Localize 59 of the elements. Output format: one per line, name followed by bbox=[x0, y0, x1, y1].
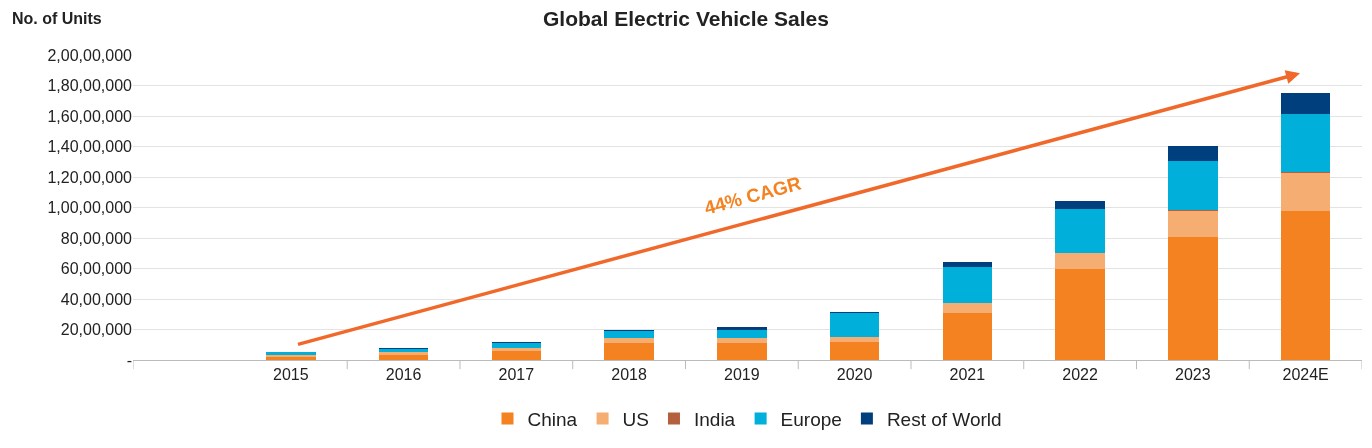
bar bbox=[491, 343, 542, 349]
bar bbox=[717, 343, 767, 360]
annotation: 44% CAGR bbox=[702, 172, 804, 219]
bar bbox=[829, 342, 880, 360]
x-tick-label: 2015 bbox=[273, 366, 309, 384]
bar bbox=[604, 330, 654, 338]
legend-label: China bbox=[527, 408, 578, 430]
y-tick-label: 40,00,000 bbox=[60, 290, 133, 308]
legend-label: US bbox=[622, 408, 649, 430]
bar bbox=[1055, 253, 1105, 269]
legend-label: Europe bbox=[780, 408, 842, 430]
bar bbox=[717, 326, 767, 331]
y-tick-label: 60,00,000 bbox=[60, 260, 133, 278]
bar bbox=[942, 302, 993, 314]
bar bbox=[604, 342, 654, 360]
y-tick-label: - bbox=[126, 351, 132, 369]
x-tick-label: 2019 bbox=[724, 366, 760, 384]
x-tick-label: 2023 bbox=[1175, 366, 1211, 384]
x-tick-label: 2024E bbox=[1282, 366, 1329, 384]
legend-label: India bbox=[693, 408, 736, 430]
y-tick-label: 1,40,00,000 bbox=[47, 138, 133, 156]
y-tick-label: 2,00,00,000 bbox=[47, 46, 133, 64]
bar bbox=[1055, 200, 1105, 210]
bar bbox=[829, 337, 880, 343]
y-tick-label: 20,00,000 bbox=[60, 321, 133, 339]
x-tick-label: 2020 bbox=[836, 366, 873, 384]
chart-title: Global Electric Vehicle Sales bbox=[543, 6, 829, 30]
bar bbox=[717, 338, 767, 344]
bar bbox=[1055, 268, 1105, 360]
y-axis-title: No. of Units bbox=[12, 10, 102, 27]
x-tick-label: 2021 bbox=[949, 366, 986, 384]
x-tick-label: 2022 bbox=[1062, 366, 1099, 384]
bar bbox=[1280, 211, 1331, 360]
bar bbox=[942, 266, 993, 303]
bar bbox=[1168, 210, 1218, 237]
bar bbox=[1055, 209, 1105, 253]
bar bbox=[1280, 173, 1331, 212]
bar bbox=[1168, 160, 1218, 211]
legend-label: Rest of World bbox=[886, 408, 1002, 430]
y-tick-label: 1,20,00,000 bbox=[47, 168, 133, 186]
bar bbox=[491, 351, 542, 360]
bar bbox=[378, 354, 429, 360]
bar bbox=[1168, 236, 1218, 360]
bar bbox=[604, 337, 654, 343]
bar bbox=[717, 330, 767, 339]
bar bbox=[491, 348, 542, 352]
y-tick-label: 1,80,00,000 bbox=[47, 77, 133, 95]
y-tick-label: 1,00,00,000 bbox=[47, 199, 133, 217]
bar bbox=[942, 261, 993, 267]
bar bbox=[1168, 145, 1218, 161]
x-tick-label: 2018 bbox=[611, 366, 648, 384]
bar bbox=[829, 313, 880, 338]
y-tick-label: 80,00,000 bbox=[60, 229, 133, 247]
y-tick-label: 1,60,00,000 bbox=[47, 107, 133, 125]
bar bbox=[942, 313, 993, 360]
x-tick-label: 2016 bbox=[385, 366, 422, 384]
bar bbox=[1280, 93, 1331, 115]
bar bbox=[1280, 114, 1331, 173]
x-tick-label: 2017 bbox=[498, 366, 535, 384]
